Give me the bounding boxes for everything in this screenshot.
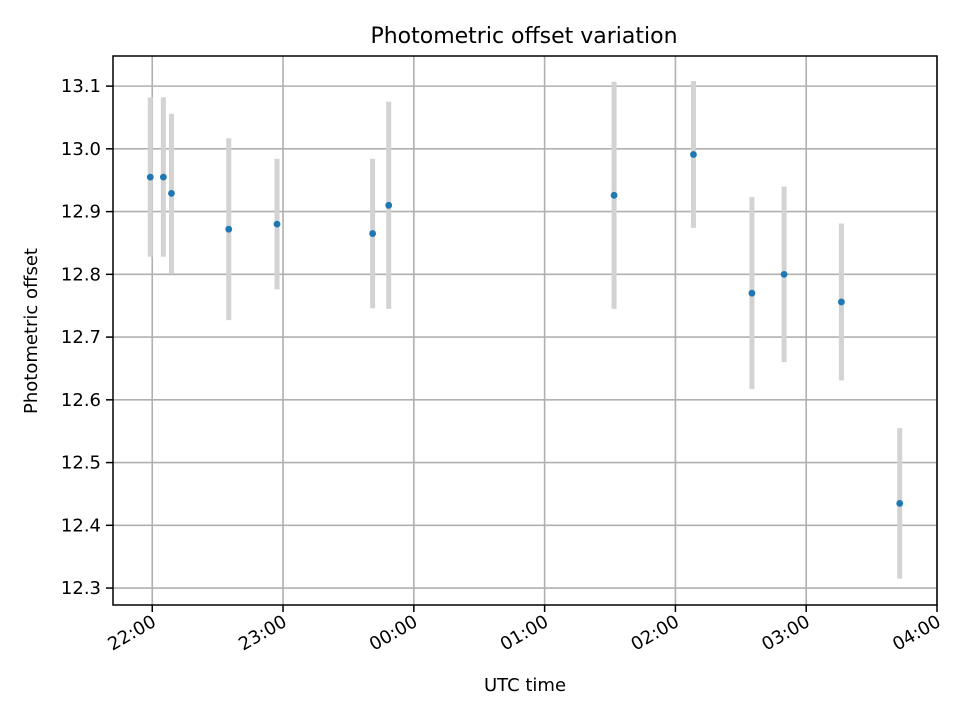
error-bars: [147, 81, 903, 579]
data-points: [146, 151, 904, 507]
data-point: [896, 499, 904, 507]
data-point: [168, 190, 175, 197]
y-tick-label: 12.8: [61, 264, 101, 285]
y-tick-label: 12.6: [61, 390, 101, 411]
y-tick-label: 12.9: [61, 202, 101, 223]
data-point: [610, 191, 618, 199]
y-tick-label: 12.5: [61, 453, 101, 474]
x-tick-label: 02:00: [627, 611, 682, 655]
y-tick-label: 13.0: [61, 139, 101, 160]
chart-title: Photometric offset variation: [370, 24, 677, 49]
y-tick-label: 12.3: [61, 578, 101, 599]
data-point: [369, 230, 377, 237]
data-point: [273, 220, 281, 228]
y-tick-label: 12.4: [61, 515, 101, 536]
data-point: [780, 270, 788, 278]
x-tick-label: 00:00: [366, 611, 421, 655]
x-tick-label: 03:00: [758, 611, 813, 655]
data-point: [146, 173, 154, 181]
x-tick-label: 04:00: [889, 611, 944, 655]
x-axis-title: UTC time: [484, 675, 566, 696]
plot-area-frame: [112, 55, 938, 606]
data-point: [225, 225, 233, 233]
data-point: [159, 173, 167, 181]
x-axis-ticks: 22:00 23:00 00:00 01:00 02:00 03:00 04:00: [104, 605, 945, 655]
y-tick-label: 13.1: [61, 76, 101, 97]
data-point: [690, 151, 697, 158]
y-axis-title: Photometric offset: [21, 248, 42, 414]
data-point: [385, 201, 393, 209]
data-point: [748, 289, 756, 297]
x-tick-label: 23:00: [235, 611, 290, 655]
data-point: [837, 298, 845, 306]
grid: [113, 56, 938, 605]
y-axis-ticks: 12.3 12.4 12.5 12.6 12.7 12.8 12.9 13.0 13.1: [61, 76, 113, 599]
x-tick-label: 01:00: [497, 611, 552, 655]
y-tick-label: 12.7: [61, 327, 101, 348]
x-tick-label: 22:00: [104, 611, 159, 655]
